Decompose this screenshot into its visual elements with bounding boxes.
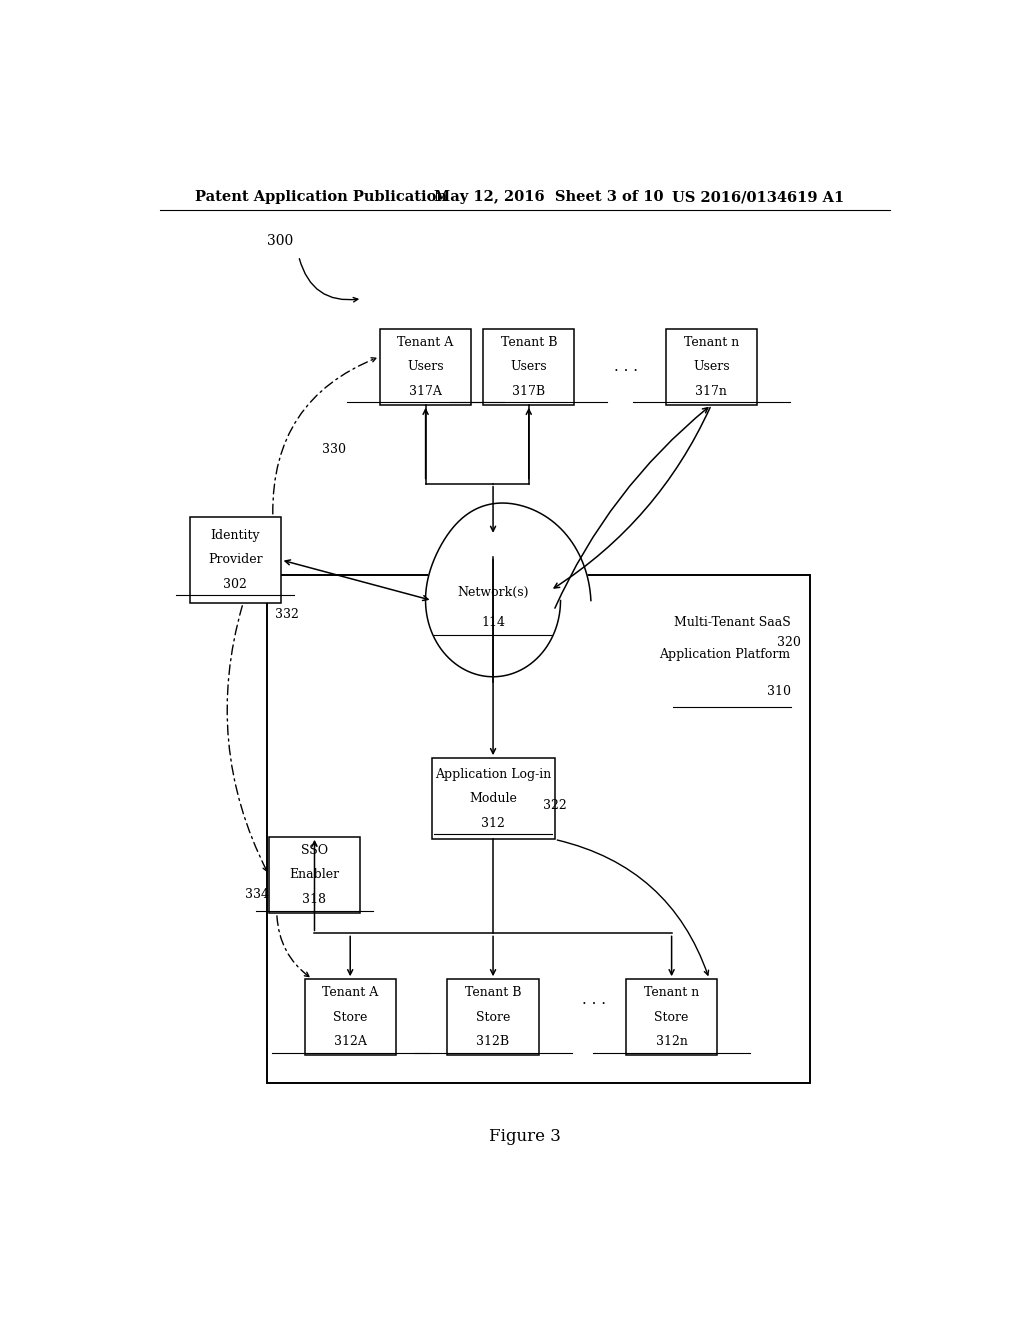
Circle shape (451, 591, 495, 648)
Text: Tenant n: Tenant n (644, 986, 699, 999)
Text: Users: Users (510, 360, 547, 374)
Text: Store: Store (476, 1011, 510, 1024)
FancyBboxPatch shape (626, 979, 717, 1056)
Text: Identity: Identity (210, 529, 260, 543)
Text: . . .: . . . (582, 993, 606, 1007)
Text: 312: 312 (481, 817, 505, 830)
Text: 114: 114 (481, 616, 505, 630)
Text: Users: Users (408, 360, 444, 374)
Text: SSO: SSO (301, 843, 328, 857)
FancyBboxPatch shape (431, 758, 555, 840)
FancyBboxPatch shape (666, 329, 757, 405)
Text: 317B: 317B (512, 384, 546, 397)
FancyBboxPatch shape (483, 329, 574, 405)
FancyBboxPatch shape (267, 576, 811, 1084)
Text: Store: Store (333, 1011, 368, 1024)
Text: Tenant B: Tenant B (501, 335, 557, 348)
Circle shape (473, 601, 513, 653)
Text: 318: 318 (302, 892, 327, 906)
FancyBboxPatch shape (380, 329, 471, 405)
Circle shape (499, 561, 539, 612)
Text: Tenant n: Tenant n (684, 335, 739, 348)
Text: Multi-Tenant SaaS: Multi-Tenant SaaS (674, 616, 791, 628)
Text: Application Platform: Application Platform (659, 648, 791, 661)
FancyBboxPatch shape (304, 979, 396, 1056)
Text: 310: 310 (767, 685, 791, 698)
Circle shape (469, 543, 517, 605)
FancyBboxPatch shape (189, 516, 281, 603)
Text: 320: 320 (777, 636, 801, 649)
Circle shape (492, 591, 536, 648)
FancyBboxPatch shape (447, 979, 539, 1056)
Text: 300: 300 (267, 234, 293, 248)
Text: 317A: 317A (410, 384, 442, 397)
Text: Tenant A: Tenant A (323, 986, 378, 999)
Text: 312n: 312n (655, 1035, 687, 1048)
Text: 334: 334 (246, 888, 269, 902)
FancyBboxPatch shape (269, 837, 360, 913)
Text: Provider: Provider (208, 553, 262, 566)
Text: Tenant B: Tenant B (465, 986, 521, 999)
Polygon shape (426, 503, 591, 677)
Text: . . .: . . . (613, 360, 638, 374)
Text: 332: 332 (274, 607, 299, 620)
Text: Module: Module (469, 792, 517, 805)
Text: Application Log-in: Application Log-in (435, 768, 551, 781)
Text: 317n: 317n (695, 384, 727, 397)
Circle shape (517, 582, 553, 627)
Text: 302: 302 (223, 578, 247, 591)
Text: Enabler: Enabler (290, 869, 340, 882)
Text: 312A: 312A (334, 1035, 367, 1048)
Text: 312B: 312B (476, 1035, 510, 1048)
Text: Users: Users (693, 360, 730, 374)
Text: Network(s): Network(s) (458, 586, 528, 599)
Text: US 2016/0134619 A1: US 2016/0134619 A1 (672, 190, 844, 205)
Text: Store: Store (654, 1011, 689, 1024)
Text: May 12, 2016  Sheet 3 of 10: May 12, 2016 Sheet 3 of 10 (433, 190, 663, 205)
Circle shape (447, 561, 487, 612)
Text: Tenant A: Tenant A (397, 335, 454, 348)
Text: 330: 330 (323, 444, 346, 457)
Text: Patent Application Publication: Patent Application Publication (196, 190, 447, 205)
Circle shape (433, 582, 469, 627)
Text: Figure 3: Figure 3 (488, 1127, 561, 1144)
Text: 322: 322 (543, 799, 567, 812)
